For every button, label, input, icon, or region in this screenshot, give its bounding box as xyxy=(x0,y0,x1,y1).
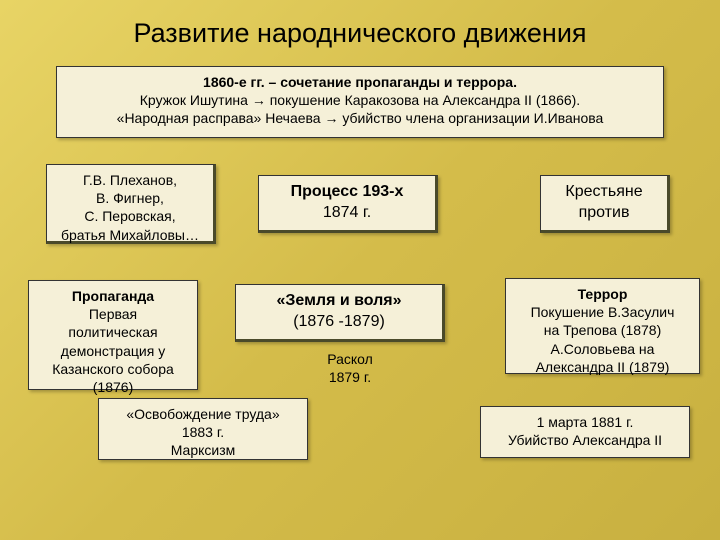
propaganda-l5: (1876) xyxy=(37,378,189,396)
peasants-box: Крестьяне против xyxy=(540,175,670,233)
propaganda-box: Пропаганда Первая политическая демонстра… xyxy=(28,280,198,390)
intro-line1: 1860-е гг. – сочетание пропаганды и терр… xyxy=(65,73,655,91)
propaganda-l2: политическая xyxy=(37,323,189,341)
page-title: Развитие народнического движения xyxy=(0,0,720,57)
peasants-l1: Крестьяне xyxy=(549,182,659,203)
intro-line3: «Народная расправа» Нечаева → убийство ч… xyxy=(65,109,655,127)
terror-l1: Покушение В.Засулич xyxy=(514,303,691,321)
propaganda-l4: Казанского собора xyxy=(37,360,189,378)
terror-box: Террор Покушение В.Засулич на Трепова (1… xyxy=(505,278,700,374)
raskol-l2: 1879 г. xyxy=(300,368,400,386)
terror-l3: А.Соловьева на xyxy=(514,340,691,358)
march-l2: Убийство Александра II xyxy=(489,431,681,449)
terror-l4: Александра II (1879) xyxy=(514,358,691,376)
process-l2: 1874 г. xyxy=(267,203,427,224)
osvob-box: «Освобождение труда» 1883 г. Марксизм xyxy=(98,398,308,460)
osvob-l2: 1883 г. xyxy=(107,423,299,441)
propaganda-head: Пропаганда xyxy=(37,287,189,305)
march-box: 1 марта 1881 г. Убийство Александра II xyxy=(480,406,690,458)
people-l3: С. Перовская, xyxy=(55,207,205,225)
zemlya-box: «Земля и воля» (1876 -1879) xyxy=(235,284,445,342)
zemlya-l1: «Земля и воля» xyxy=(244,291,434,312)
march-l1: 1 марта 1881 г. xyxy=(489,413,681,431)
intro-line2: Кружок Ишутина → покушение Каракозова на… xyxy=(65,91,655,109)
people-l4: братья Михайловы… xyxy=(55,226,205,244)
raskol-l1: Раскол xyxy=(300,350,400,368)
peasants-l2: против xyxy=(549,203,659,224)
people-l1: Г.В. Плеханов, xyxy=(55,171,205,189)
terror-l2: на Трепова (1878) xyxy=(514,321,691,339)
process-l1: Процесс 193-х xyxy=(267,182,427,203)
raskol-text: Раскол 1879 г. xyxy=(300,350,400,386)
propaganda-l1: Первая xyxy=(37,305,189,323)
process-box: Процесс 193-х 1874 г. xyxy=(258,175,438,233)
osvob-l3: Марксизм xyxy=(107,441,299,459)
intro-box: 1860-е гг. – сочетание пропаганды и терр… xyxy=(56,66,664,138)
people-l2: В. Фигнер, xyxy=(55,189,205,207)
terror-head: Террор xyxy=(514,285,691,303)
people-box: Г.В. Плеханов, В. Фигнер, С. Перовская, … xyxy=(46,164,216,244)
osvob-l1: «Освобождение труда» xyxy=(107,405,299,423)
zemlya-l2: (1876 -1879) xyxy=(244,312,434,333)
propaganda-l3: демонстрация у xyxy=(37,342,189,360)
